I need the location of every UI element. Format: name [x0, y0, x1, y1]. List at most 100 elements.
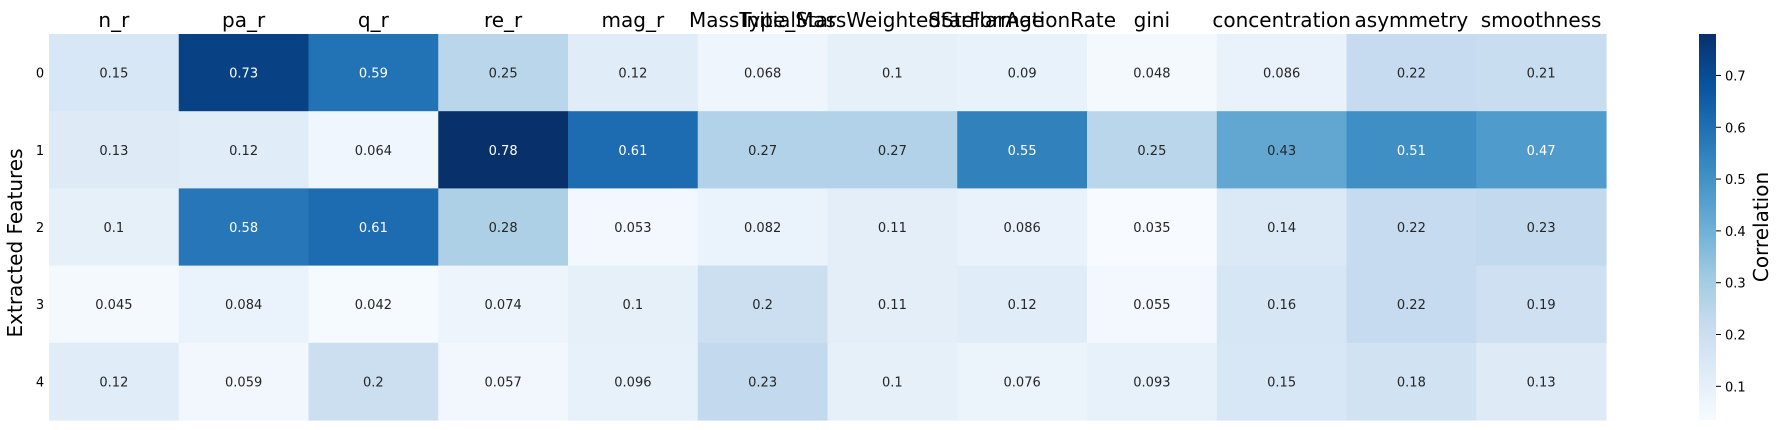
- cell-value-label: 0.055: [1133, 298, 1170, 313]
- cell-value-label: 0.093: [1133, 375, 1170, 390]
- column-labels: n_r pa_r q_r re_r mag_r MassType_StarInitialM…: [98, 8, 1601, 32]
- colorbar-ticks: 0.1 0.2 0.3 0.4 0.5 0.6 0.7: [1716, 69, 1746, 395]
- cell-value-label: 0.09: [1008, 67, 1037, 82]
- cell-value-label: 0.1: [104, 221, 125, 236]
- cell-value-label: 0.13: [99, 144, 128, 159]
- heatmap-cell: [957, 265, 1088, 344]
- cell-value-label: 0.084: [225, 298, 262, 313]
- cell-value-label: 0.086: [1263, 67, 1300, 82]
- column-label: asymmetry: [1355, 8, 1469, 32]
- heatmap-cell: [1476, 342, 1607, 421]
- row-label: 0: [36, 67, 44, 82]
- column-label: InitialMassWeightedStellarAge: [741, 8, 1045, 32]
- cell-value-label: 0.27: [748, 144, 777, 159]
- heatmap-cell: [308, 188, 439, 267]
- cell-value-label: 0.042: [355, 298, 392, 313]
- cell-value-label: 0.25: [489, 67, 518, 82]
- heatmap-cell: [697, 34, 829, 112]
- cell-value-label: 0.096: [614, 375, 651, 390]
- row-label: 4: [36, 375, 44, 390]
- cell-value-label: 0.11: [878, 298, 907, 313]
- row-label: 1: [36, 144, 44, 159]
- heatmap-cell: [568, 342, 699, 421]
- cell-value-label: 0.22: [1397, 67, 1426, 82]
- colorbar-tick-label: 0.3: [1725, 277, 1746, 292]
- heatmap-cell: [308, 111, 439, 189]
- heatmap-cell: [1216, 188, 1348, 267]
- colorbar-tick-label: 0.2: [1725, 329, 1746, 344]
- colorbar-tick-label: 0.6: [1725, 121, 1746, 136]
- cell-value-label: 0.22: [1397, 221, 1426, 236]
- heatmap-cell: [1346, 188, 1477, 267]
- cell-value-label: 0.51: [1397, 144, 1426, 159]
- y-axis-label: Extracted Features: [3, 149, 27, 338]
- cell-value-label: 0.12: [618, 67, 647, 82]
- cell-value-label: 0.28: [489, 221, 518, 236]
- cell-value-label: 0.23: [748, 375, 777, 390]
- column-label: StarFormationRate: [928, 8, 1116, 32]
- cell-value-label: 0.27: [878, 144, 907, 159]
- cell-value-label: 0.068: [744, 67, 781, 82]
- cell-value-label: 0.15: [99, 67, 128, 82]
- colorbar-label: Correlation: [1749, 172, 1773, 282]
- cell-value-label: 0.076: [1004, 375, 1041, 390]
- cell-value-label: 0.2: [363, 375, 384, 390]
- heatmap-cell: [438, 111, 569, 189]
- heatmap-cell: [308, 34, 439, 112]
- heatmap-cell: [1346, 342, 1477, 421]
- cell-value-label: 0.25: [1137, 144, 1166, 159]
- cell-value-label: 0.12: [99, 375, 128, 390]
- cell-value-label: 0.035: [1133, 221, 1170, 236]
- row-label: 2: [36, 221, 44, 236]
- column-label: n_r: [98, 8, 130, 32]
- heatmap-cell: [49, 111, 180, 189]
- cell-value-label: 0.21: [1527, 67, 1556, 82]
- column-label: MassType_Star: [689, 8, 837, 32]
- cell-value-label: 0.22: [1397, 298, 1426, 313]
- heatmap-cell: [308, 342, 439, 421]
- cell-value-label: 0.14: [1267, 221, 1296, 236]
- heatmap-cell: [438, 34, 569, 112]
- heatmap-cell: [568, 188, 699, 267]
- column-label: gini: [1134, 8, 1170, 32]
- cell-value-label: 0.59: [359, 67, 388, 82]
- heatmap-cell: [957, 342, 1088, 421]
- heatmap-cell: [827, 342, 958, 421]
- heatmap-cell: [957, 188, 1088, 267]
- cell-value-label: 0.1: [882, 67, 903, 82]
- heatmap-cell: [1087, 188, 1218, 267]
- heatmap-cell: [49, 188, 180, 267]
- colorbar-tick-label: 0.4: [1725, 225, 1746, 240]
- heatmap-cell: [568, 34, 699, 112]
- cell-value-label: 0.082: [744, 221, 781, 236]
- cell-value-label: 0.23: [1527, 221, 1556, 236]
- heatmap-cell: [1087, 265, 1218, 344]
- heatmap-cell: [957, 111, 1088, 189]
- cell-value-label: 0.12: [1008, 298, 1037, 313]
- cell-value-label: 0.2: [752, 298, 773, 313]
- heatmap-cell: [1346, 111, 1477, 189]
- heatmap-cell: [178, 34, 310, 112]
- heatmap-cell: [438, 342, 569, 421]
- cell-value-label: 0.1: [623, 298, 644, 313]
- cell-value-label: 0.1: [882, 375, 903, 390]
- heatmap-cell: [1346, 34, 1477, 112]
- heatmap-cell: [308, 265, 439, 344]
- colorbar-tick-label: 0.1: [1725, 380, 1746, 395]
- cell-value-label: 0.12: [229, 144, 258, 159]
- cell-value-label: 0.61: [618, 144, 647, 159]
- heatmap-cell: [438, 188, 569, 267]
- heatmap-cell: [827, 188, 958, 267]
- column-label: re_r: [484, 8, 523, 32]
- colorbar-tick-label: 0.7: [1725, 69, 1746, 84]
- heatmap-cells: 0.15 0.73 0.59 0.25 0.12 0.068 0.1 0.09 0.048 0.0…: [49, 34, 1607, 421]
- heatmap-cell: [1216, 265, 1348, 344]
- row-label: 3: [36, 298, 44, 313]
- heatmap-cell: [827, 111, 958, 189]
- heatmap-cell: [49, 34, 180, 112]
- heatmap-cell: [957, 34, 1088, 112]
- heatmap-cell: [178, 265, 310, 344]
- heatmap-cell: [697, 342, 829, 421]
- heatmap-cell: [1216, 342, 1348, 421]
